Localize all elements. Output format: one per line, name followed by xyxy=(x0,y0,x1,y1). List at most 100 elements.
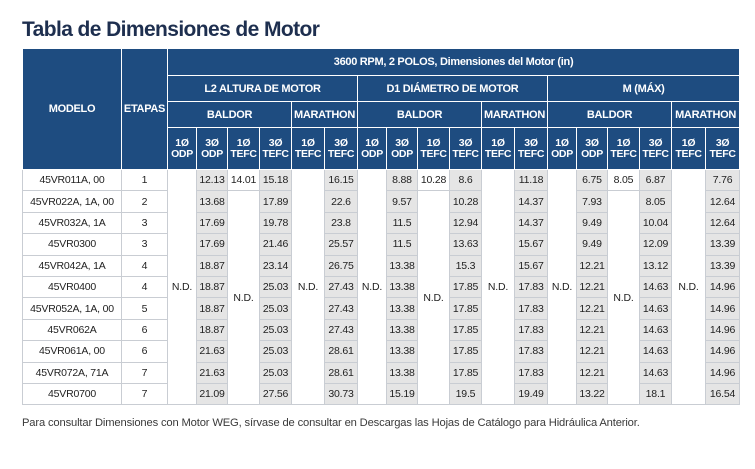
value-cell: 17.85 xyxy=(449,318,482,342)
header-sub: 1Ø TEFC xyxy=(417,127,450,170)
value-cell: 17.83 xyxy=(514,275,548,299)
value-cell: 17.85 xyxy=(449,361,482,384)
value-cell: 11.5 xyxy=(386,211,418,235)
footnote: Para consultar Dimensiones con Motor WEG… xyxy=(22,417,640,429)
header-sub: 3Ø ODP xyxy=(386,127,418,170)
nd-cell: N.D. xyxy=(167,168,197,406)
header-sub: 3Ø TEFC xyxy=(639,127,672,170)
sub-phase: 1Ø xyxy=(175,136,189,149)
value-cell: 12.21 xyxy=(576,275,608,299)
stages-cell: 7 xyxy=(121,361,168,384)
value-cell: 17.83 xyxy=(514,297,548,320)
sub-enclosure: TEFC xyxy=(642,147,669,160)
value-cell: 13.38 xyxy=(386,361,418,384)
value-cell: 28.61 xyxy=(324,340,358,363)
header-marathon: MARATHON xyxy=(291,101,358,128)
value-cell: 18.87 xyxy=(196,275,228,299)
value-cell: 14.96 xyxy=(704,275,741,299)
value-cell: 14.63 xyxy=(639,361,672,384)
value-cell: 9.49 xyxy=(576,211,608,235)
sub-enclosure: ODP xyxy=(171,147,193,160)
sub-enclosure: TEFC xyxy=(327,147,355,160)
header-sub: 3Ø TEFC xyxy=(324,127,358,170)
value-cell: 23.14 xyxy=(259,254,292,277)
model-cell: 45VR042A, 1A xyxy=(22,254,122,277)
value-cell: 17.69 xyxy=(196,211,228,235)
value-cell: 13.68 xyxy=(196,190,228,213)
value-cell: 28.61 xyxy=(324,361,358,384)
value-cell: 14.96 xyxy=(704,297,741,320)
table-row: 45VR0300 3 17.69 21.46 25.57 11.5 13.63 15.67 9.… xyxy=(22,233,741,256)
model-cell: 45VR072A, 71A xyxy=(22,361,122,384)
value-cell: 12.64 xyxy=(704,211,741,235)
sub-phase: 3Ø xyxy=(205,136,219,149)
value-cell: 15.19 xyxy=(386,382,418,406)
value-cell: 17.83 xyxy=(514,318,548,342)
sub-phase: 3Ø xyxy=(458,136,473,149)
value-cell: 27.43 xyxy=(324,275,358,299)
value-cell: 17.69 xyxy=(196,233,228,256)
value-cell: 14.96 xyxy=(704,340,741,363)
value-cell: 13.38 xyxy=(386,254,418,277)
value-cell: 18.87 xyxy=(196,254,228,277)
stages-cell: 4 xyxy=(121,275,168,299)
value-cell: 15.18 xyxy=(259,168,292,192)
value-cell: 8.88 xyxy=(386,168,418,192)
sub-enclosure: ODP xyxy=(391,147,413,160)
value-cell: 16.54 xyxy=(704,382,741,406)
sub-enclosure: TEFC xyxy=(517,147,545,160)
sub-enclosure: TEFC xyxy=(262,147,289,160)
header-etapas: ETAPAS xyxy=(121,48,168,170)
value-cell: 19.78 xyxy=(259,211,292,235)
nd-cell: N.D. xyxy=(417,190,450,406)
sub-enclosure: TEFC xyxy=(452,147,479,160)
value-cell: 13.39 xyxy=(704,254,741,277)
value-cell: 21.09 xyxy=(196,382,228,406)
header-sub: 1Ø TEFC xyxy=(481,127,515,170)
value-cell: 12.21 xyxy=(576,361,608,384)
model-cell: 45VR052A, 1A, 00 xyxy=(22,297,122,320)
value-cell: 16.15 xyxy=(324,168,358,192)
stages-cell: 5 xyxy=(121,297,168,320)
value-cell: 14.63 xyxy=(639,275,672,299)
value-cell: 14.37 xyxy=(514,211,548,235)
nd-cell: N.D. xyxy=(481,168,515,406)
sub-phase: 3Ø xyxy=(268,136,283,149)
nd-cell: N.D. xyxy=(607,190,640,406)
model-cell: 45VR0300 xyxy=(22,233,122,256)
table-row: 45VR022A, 1A, 00 2 13.68 N.D. 17.89 22.6 9.57 N… xyxy=(22,190,741,406)
nd-cell: N.D. xyxy=(671,168,706,406)
group-l2-altura: L2 ALTURA DE MOTOR xyxy=(167,75,358,102)
header-modelo: MODELO xyxy=(22,48,122,170)
value-cell: 11.18 xyxy=(514,168,548,192)
value-cell: 19.49 xyxy=(514,382,548,406)
value-cell: 15.67 xyxy=(514,233,548,256)
value-cell: 25.03 xyxy=(259,361,292,384)
value-cell: 18.87 xyxy=(196,318,228,342)
value-cell: 10.28 xyxy=(417,168,450,192)
value-cell: 13.38 xyxy=(386,275,418,299)
stages-cell: 3 xyxy=(121,211,168,235)
sub-phase: 3Ø xyxy=(334,136,348,149)
value-cell: 25.03 xyxy=(259,275,292,299)
value-cell: 12.94 xyxy=(449,211,482,235)
header-sub: 3Ø TEFC xyxy=(259,127,292,170)
value-cell: 30.73 xyxy=(324,382,358,406)
sub-enclosure: ODP xyxy=(581,147,603,160)
table-row: 45VR032A, 1A 3 17.69 19.78 23.8 11.5 12.94 14.3… xyxy=(22,211,741,235)
nd-cell: N.D. xyxy=(227,190,260,406)
header-baldor: BALDOR xyxy=(167,101,292,128)
stages-cell: 6 xyxy=(121,318,168,342)
sub-enclosure: TEFC xyxy=(675,147,702,160)
value-cell: 14.01 xyxy=(227,168,260,192)
model-cell: 45VR0400 xyxy=(22,275,122,299)
stages-cell: 4 xyxy=(121,254,168,277)
value-cell: 14.96 xyxy=(704,361,741,384)
sub-enclosure: TEFC xyxy=(709,147,736,160)
value-cell: 12.21 xyxy=(576,297,608,320)
model-cell: 45VR011A, 00 xyxy=(22,168,122,192)
sub-enclosure: TEFC xyxy=(294,147,322,160)
value-cell: 12.21 xyxy=(576,318,608,342)
value-cell: 13.12 xyxy=(639,254,672,277)
value-cell: 13.39 xyxy=(704,233,741,256)
